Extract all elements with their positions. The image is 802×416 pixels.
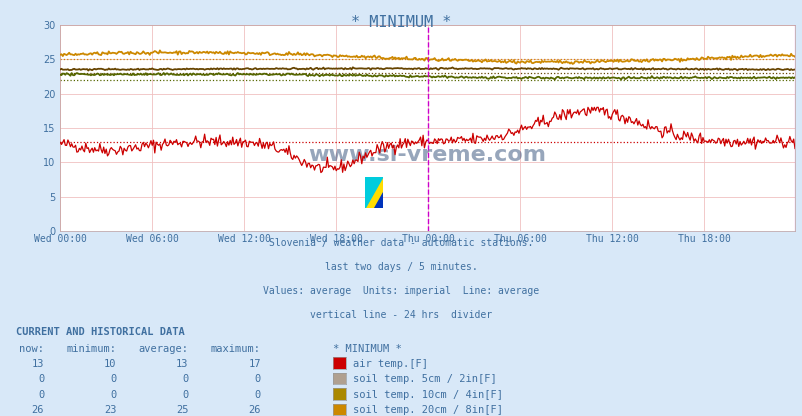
Polygon shape bbox=[365, 177, 383, 208]
Text: maximum:: maximum: bbox=[211, 344, 261, 354]
Text: 0: 0 bbox=[182, 374, 188, 384]
Text: minimum:: minimum: bbox=[67, 344, 116, 354]
Text: 0: 0 bbox=[110, 390, 116, 400]
Polygon shape bbox=[374, 192, 383, 208]
Text: 13: 13 bbox=[176, 359, 188, 369]
Text: vertical line - 24 hrs  divider: vertical line - 24 hrs divider bbox=[310, 310, 492, 320]
Text: 0: 0 bbox=[38, 390, 44, 400]
Text: 0: 0 bbox=[110, 374, 116, 384]
Text: 13: 13 bbox=[31, 359, 44, 369]
Text: soil temp. 10cm / 4in[F]: soil temp. 10cm / 4in[F] bbox=[352, 390, 502, 400]
Text: 17: 17 bbox=[248, 359, 261, 369]
Text: air temp.[F]: air temp.[F] bbox=[352, 359, 427, 369]
Text: * MINIMUM *: * MINIMUM * bbox=[333, 344, 402, 354]
Text: CURRENT AND HISTORICAL DATA: CURRENT AND HISTORICAL DATA bbox=[16, 327, 184, 337]
Text: 26: 26 bbox=[248, 405, 261, 415]
Text: 0: 0 bbox=[182, 390, 188, 400]
Text: * MINIMUM *: * MINIMUM * bbox=[351, 15, 451, 30]
Text: 26: 26 bbox=[31, 405, 44, 415]
Text: 10: 10 bbox=[103, 359, 116, 369]
Text: 0: 0 bbox=[38, 374, 44, 384]
Text: 23: 23 bbox=[103, 405, 116, 415]
Polygon shape bbox=[365, 177, 383, 208]
Text: average:: average: bbox=[139, 344, 188, 354]
Text: now:: now: bbox=[19, 344, 44, 354]
Text: soil temp. 20cm / 8in[F]: soil temp. 20cm / 8in[F] bbox=[352, 405, 502, 415]
Text: Values: average  Units: imperial  Line: average: Values: average Units: imperial Line: av… bbox=[263, 286, 539, 296]
Text: last two days / 5 minutes.: last two days / 5 minutes. bbox=[325, 262, 477, 272]
Text: Slovenia / weather data - automatic stations.: Slovenia / weather data - automatic stat… bbox=[269, 238, 533, 248]
Text: soil temp. 5cm / 2in[F]: soil temp. 5cm / 2in[F] bbox=[352, 374, 496, 384]
Text: 0: 0 bbox=[254, 374, 261, 384]
Text: 25: 25 bbox=[176, 405, 188, 415]
Text: www.si-vreme.com: www.si-vreme.com bbox=[308, 145, 546, 165]
Text: 0: 0 bbox=[254, 390, 261, 400]
